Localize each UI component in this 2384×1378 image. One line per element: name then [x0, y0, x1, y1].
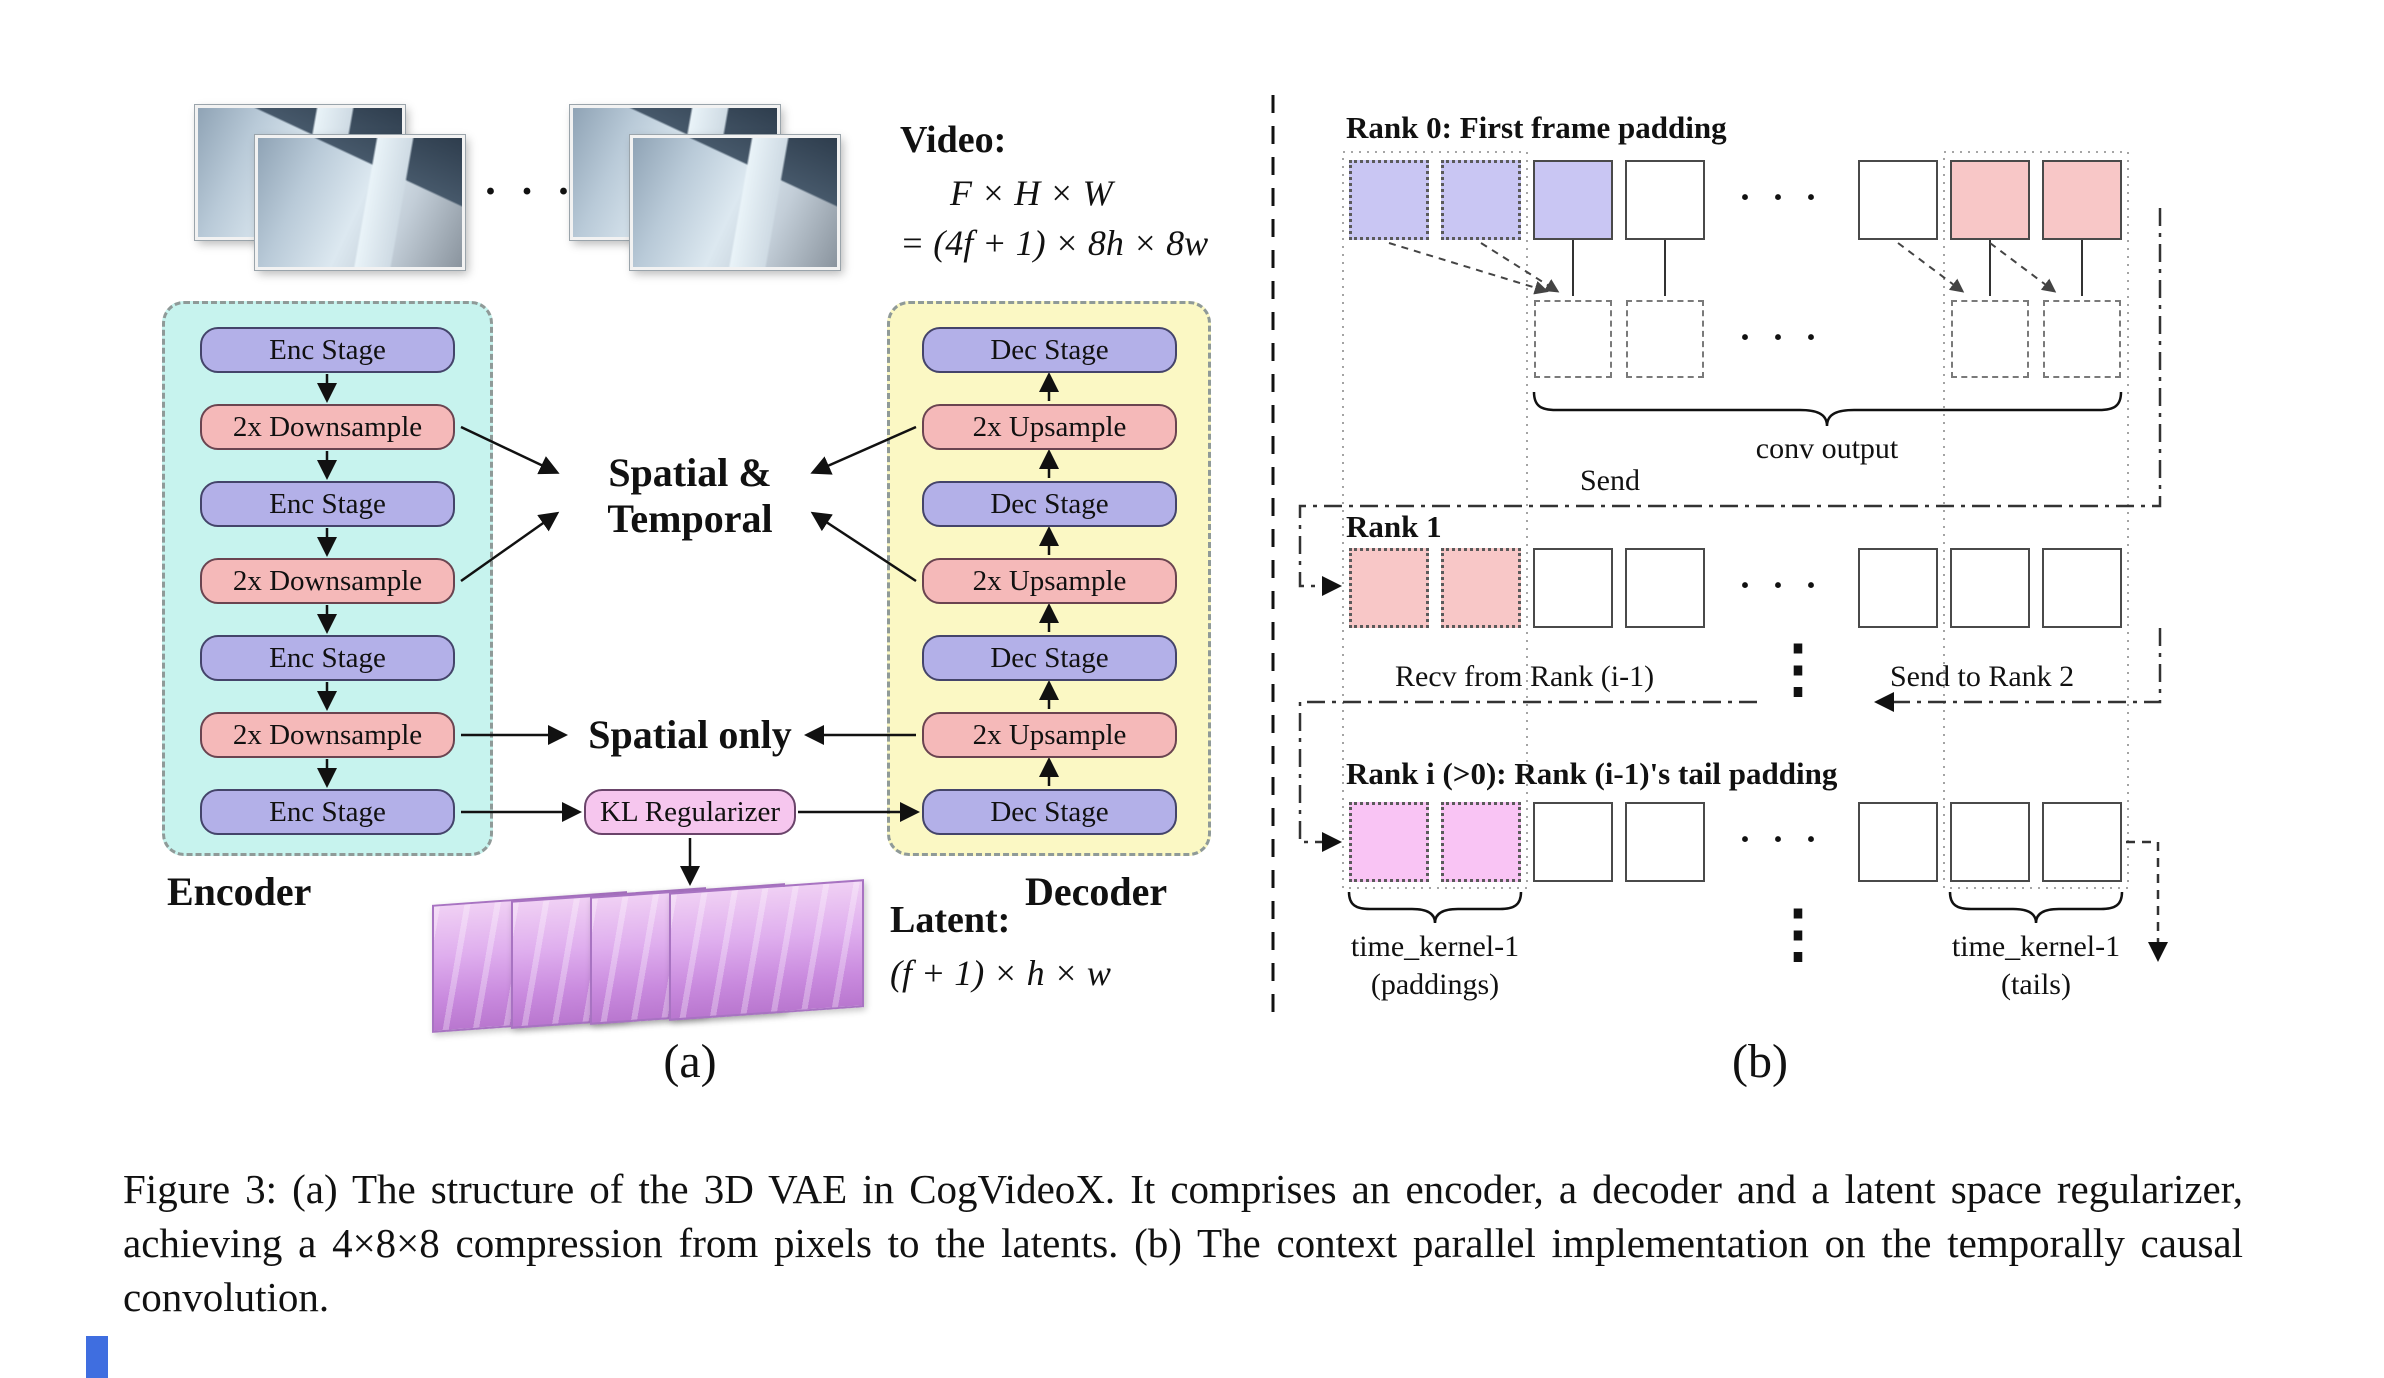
spatial-temporal-label: Spatial & Temporal: [565, 450, 815, 542]
time-kernel-paddings-sublabel: (paddings): [1370, 968, 1500, 1001]
rank1-frame-square: [2042, 548, 2122, 628]
rank1-frame-square: [1533, 548, 1613, 628]
conv-output-brace: [1532, 391, 2123, 427]
rank1-padding-square: [1441, 548, 1521, 628]
ellipsis-dots: · · ·: [1738, 819, 1824, 859]
ranki-frame-square: [1625, 802, 1705, 882]
rank0-title: Rank 0: First frame padding: [1346, 110, 1727, 145]
dec-stage-box-3: Dec Stage: [922, 635, 1177, 681]
ranki-frame-square: [1858, 802, 1938, 882]
time-kernel-paddings-label: time_kernel-1: [1350, 930, 1520, 963]
enc-stage-box-4: Enc Stage: [200, 789, 455, 835]
ranki-frame-square: [2042, 802, 2122, 882]
rank1-padding-square: [1349, 548, 1429, 628]
conv-output-square: [2043, 300, 2121, 378]
dec-stage-box-2: Dec Stage: [922, 481, 1177, 527]
encoder-label: Encoder: [167, 869, 312, 914]
latent-dimensions-formula: (f + 1) × h × w: [890, 953, 1111, 993]
vertical-ellipsis: ⋮: [1766, 898, 1830, 969]
ellipsis-dots: · · ·: [1738, 565, 1824, 605]
video-dimensions-formula: F × H × W: [950, 173, 1113, 213]
ranki-padding-square: [1349, 802, 1429, 882]
latent-label: Latent:: [890, 899, 1011, 941]
video-frame-image: [630, 135, 840, 270]
send-label: Send: [1580, 464, 1640, 497]
ranki-frame-square: [1950, 802, 2030, 882]
recv-from-rank-label: Recv from Rank (i-1): [1395, 660, 1655, 693]
ranki-frame-square: [1533, 802, 1613, 882]
conv-output-label: conv output: [1755, 432, 1899, 465]
rank1-frame-square: [1950, 548, 2030, 628]
vertical-ellipsis: ⋮: [1766, 633, 1830, 704]
video-label: Video:: [900, 119, 1007, 161]
ellipsis-dots: · · ·: [1738, 317, 1824, 357]
rank1-frame-square: [1858, 548, 1938, 628]
decoder-label: Decoder: [1025, 869, 1168, 914]
time-kernel-tails-sublabel: (tails): [2001, 968, 2071, 1001]
dec-stage-box-1: Dec Stage: [922, 327, 1177, 373]
conv-window-lines: [1388, 240, 2083, 296]
rank1-title: Rank 1: [1346, 509, 1442, 544]
panel-b-label: (b): [1732, 1035, 1788, 1088]
enc-stage-box-3: Enc Stage: [200, 635, 455, 681]
panel-a-label: (a): [663, 1035, 717, 1088]
video-frame-image: [255, 135, 465, 270]
downsample-box-1: 2x Downsample: [200, 404, 455, 450]
rank1-frame-square: [1625, 548, 1705, 628]
ellipsis-dots: · · ·: [483, 169, 577, 215]
rank0-frame-square: [1858, 160, 1938, 240]
enc-stage-box-1: Enc Stage: [200, 327, 455, 373]
paddings-brace: [1347, 891, 1523, 924]
rank0-tail-square: [1950, 160, 2030, 240]
kl-regularizer-box: KL Regularizer: [584, 789, 796, 835]
rank0-frame-square: [1533, 160, 1613, 240]
rank0-tail-square: [2042, 160, 2122, 240]
spatial-temporal-line1: Spatial &: [608, 450, 772, 495]
send-to-rank2-label: Send to Rank 2: [1890, 660, 2075, 693]
spatial-only-label: Spatial only: [588, 712, 792, 757]
figure-caption: Figure 3: (a) The structure of the 3D VA…: [123, 1166, 2243, 1321]
spatial-temporal-line2: Temporal: [607, 496, 773, 541]
time-kernel-tails-label: time_kernel-1: [1951, 930, 2121, 963]
rank0-padding-square: [1349, 160, 1429, 240]
upsample-box-1: 2x Upsample: [922, 404, 1177, 450]
ellipsis-dots: · · ·: [1738, 177, 1824, 217]
conv-output-square: [1534, 300, 1612, 378]
enc-stage-box-2: Enc Stage: [200, 481, 455, 527]
page-edge-artifact: [86, 1336, 108, 1378]
conv-output-square: [1951, 300, 2029, 378]
tails-brace: [1948, 891, 2124, 924]
dec-stage-box-4: Dec Stage: [922, 789, 1177, 835]
rank0-frame-square: [1625, 160, 1705, 240]
downsample-box-3: 2x Downsample: [200, 712, 455, 758]
latent-frame-image: [669, 879, 864, 1021]
conv-output-square: [1626, 300, 1704, 378]
video-dimensions-formula-expanded: = (4f + 1) × 8h × 8w: [900, 223, 1209, 263]
rank0-padding-square: [1441, 160, 1521, 240]
downsample-box-2: 2x Downsample: [200, 558, 455, 604]
ranki-padding-square: [1441, 802, 1521, 882]
upsample-box-2: 2x Upsample: [922, 558, 1177, 604]
ranki-title: Rank i (>0): Rank (i-1)'s tail padding: [1346, 756, 1838, 791]
upsample-box-3: 2x Upsample: [922, 712, 1177, 758]
